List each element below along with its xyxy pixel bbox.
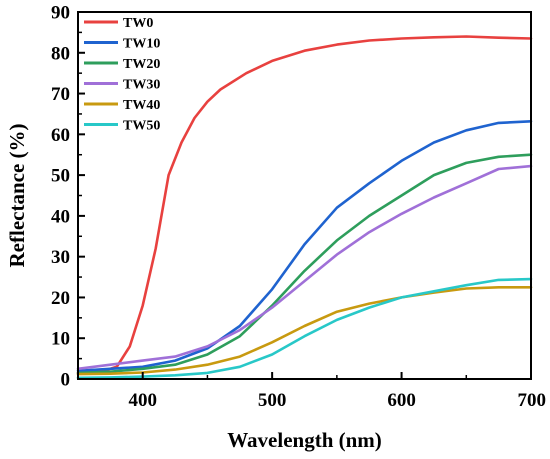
series-line-tw20	[76, 153, 533, 375]
y-tick-label: 90	[51, 3, 70, 24]
series-line-tw10	[76, 120, 533, 373]
x-tick-label: 600	[387, 390, 416, 411]
legend-label-tw10: TW10	[123, 37, 160, 52]
legend-label-tw30: TW30	[123, 78, 160, 93]
series-line-tw30	[76, 164, 533, 371]
y-tick-label: 70	[51, 84, 70, 105]
legend: TW0 TW10 TW20 TW30 TW40 TW50	[84, 16, 160, 134]
series-line-tw50	[76, 277, 533, 380]
series-layer	[76, 35, 533, 380]
x-tick-label: 500	[258, 390, 287, 411]
y-tick-label: 80	[51, 43, 70, 64]
legend-label-tw20: TW20	[123, 57, 160, 72]
legend-label-tw40: TW40	[123, 98, 160, 113]
series-line-tw0	[76, 35, 533, 375]
y-tick-label: 60	[51, 125, 70, 146]
y-tick-label: 40	[51, 206, 70, 227]
legend-label-tw50: TW50	[123, 119, 160, 134]
y-axis-title: Reflectance (%)	[5, 123, 29, 267]
y-tick-label: 30	[51, 247, 70, 268]
series-line-tw40	[76, 286, 533, 376]
x-tick-label: 400	[128, 390, 157, 411]
y-tick-label: 10	[51, 329, 70, 350]
y-tick-label: 50	[51, 166, 70, 187]
plot-frame	[77, 11, 532, 380]
y-tick-label: 0	[61, 370, 71, 391]
y-tick-label: 20	[51, 288, 70, 309]
x-axis-title: Wavelength (nm)	[227, 428, 382, 452]
axes: 0 10 20 30 40 50 60 70 80 90 400 500 600 700	[51, 3, 546, 412]
legend-label-tw0: TW0	[123, 16, 153, 31]
x-tick-label: 700	[518, 390, 547, 411]
plot-area	[78, 12, 531, 379]
